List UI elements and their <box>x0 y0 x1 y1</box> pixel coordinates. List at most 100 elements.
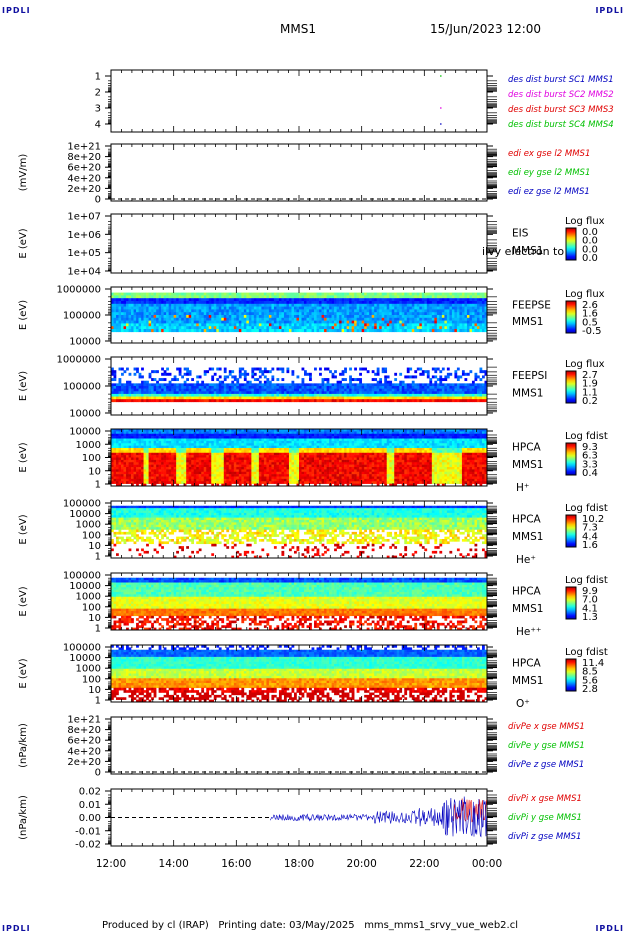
spectrogram-cell <box>153 323 157 327</box>
spectrogram-cell <box>193 467 197 470</box>
spectrogram-cell <box>384 315 388 319</box>
spectrogram-cell <box>436 312 440 316</box>
spectrogram-cell <box>346 303 350 307</box>
spectrogram-cell <box>444 375 448 379</box>
spectrogram-cell <box>186 433 190 437</box>
spectrogram-cell <box>193 476 197 480</box>
spectrogram-cell <box>391 315 395 319</box>
spectrogram-cell <box>121 440 124 444</box>
spectrogram-cell <box>344 386 347 389</box>
spectrogram-cell <box>449 315 453 319</box>
spectrogram-cell <box>148 386 152 389</box>
spectrogram-cell <box>273 317 277 321</box>
spectrogram-cell <box>439 309 443 313</box>
spectrogram-cell <box>146 476 149 480</box>
spectrogram-cell <box>401 388 405 392</box>
spectrogram-cell <box>148 303 152 307</box>
spectrogram-cell <box>291 386 295 389</box>
spectrogram-cell <box>371 399 375 403</box>
spectrogram-cell <box>273 326 277 330</box>
spectrogram-cell <box>424 396 428 400</box>
spectrogram-cell <box>168 312 172 316</box>
spectrogram-cell <box>474 396 478 400</box>
spectrogram-cell <box>406 386 410 389</box>
spectrogram-cell <box>251 367 255 371</box>
spectrogram-cell <box>381 386 385 389</box>
spectrogram-cell <box>243 378 247 382</box>
spectrogram-cell <box>153 433 157 437</box>
spectrogram-cell <box>456 396 460 400</box>
spectrogram-cell <box>469 298 473 302</box>
spectrogram-cell <box>171 483 174 487</box>
spectrogram-cell <box>469 323 473 327</box>
spectrogram-cell <box>178 433 182 437</box>
spectrogram-cell <box>133 469 137 473</box>
spectrogram-cell <box>464 292 468 296</box>
spectrogram-cell <box>409 309 413 313</box>
spectrogram-cell <box>216 306 220 310</box>
spectrogram-cell <box>281 309 285 313</box>
spectrogram-cell <box>126 455 129 458</box>
spectrogram-cell <box>324 383 327 387</box>
spectrogram-cell <box>384 386 388 389</box>
spectrogram-cell <box>151 474 154 477</box>
spectrogram-cell <box>299 399 302 403</box>
spectrogram-cell <box>111 393 114 397</box>
spectrogram-cell <box>299 320 302 324</box>
spectrogram-cell <box>193 471 197 475</box>
spectrogram-cell <box>138 429 142 432</box>
spectrogram-cell <box>326 315 330 319</box>
spectrogram-cell <box>148 452 152 456</box>
spectrogram-cell <box>151 298 154 302</box>
spectrogram-cell <box>459 295 463 299</box>
spectrogram-cell <box>131 303 134 307</box>
spectrogram-cell <box>386 399 390 403</box>
spectrogram-cell <box>278 306 282 310</box>
spectrogram-cell <box>121 467 124 470</box>
spectrogram-cell <box>218 292 222 296</box>
spectrogram-cell <box>434 323 438 327</box>
spectrogram-cell <box>431 303 435 307</box>
spectrogram-cell <box>173 309 177 313</box>
spectrogram-cell <box>389 388 393 392</box>
spectrogram-cell <box>273 388 277 392</box>
spectrogram-cell <box>186 478 190 482</box>
spectrogram-cell <box>183 443 187 446</box>
spectrogram-cell <box>181 467 184 470</box>
spectrogram-cell <box>118 317 122 321</box>
spectrogram-cell <box>268 320 272 324</box>
spectrogram-cell <box>349 320 352 324</box>
spectrogram-cell <box>228 391 232 395</box>
spectrogram-cell <box>168 323 172 327</box>
spectrogram-cell <box>186 455 190 458</box>
spectrogram-cell <box>419 383 423 387</box>
spectrogram-cell <box>304 298 307 302</box>
spectrogram-cell <box>359 391 362 395</box>
spectrogram-cell <box>203 317 207 321</box>
colorbar-gradient-bar <box>565 227 577 261</box>
spectrogram-cell <box>203 320 207 324</box>
spectrogram-cell <box>404 309 408 313</box>
spectrogram-cell <box>246 309 250 313</box>
spectrogram-cell <box>168 429 172 432</box>
spectrogram-cell <box>381 292 385 296</box>
spectrogram-cell <box>334 309 337 313</box>
spectrogram-cell <box>326 391 330 395</box>
spectrogram-cell <box>196 429 200 432</box>
spectrogram-cell <box>116 386 119 389</box>
spectrogram-cell <box>163 474 167 477</box>
spectrogram-cell <box>351 323 355 327</box>
spectrogram-cell <box>314 329 317 333</box>
spectrogram-cell <box>283 306 287 310</box>
spectrogram-cell <box>121 457 124 461</box>
spectrogram-cell <box>131 471 134 475</box>
spectrogram-cell <box>173 429 177 432</box>
spectrogram-cell <box>156 329 159 333</box>
spectrogram-cell <box>213 306 217 310</box>
spectrogram-cell <box>356 292 360 296</box>
spectrogram-cell <box>231 292 235 296</box>
spectrogram-cell <box>263 301 267 305</box>
spectrogram-cell <box>253 292 257 296</box>
spectrogram-cell <box>228 292 232 296</box>
spectrogram-cell <box>123 388 127 392</box>
